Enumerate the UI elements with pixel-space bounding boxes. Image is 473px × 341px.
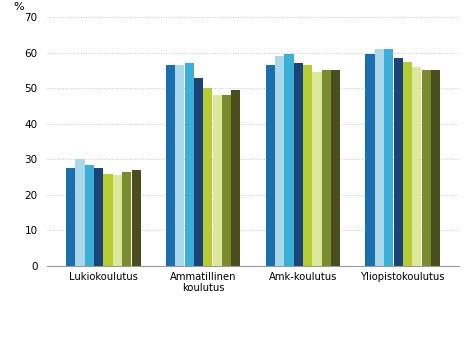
- Bar: [75, 159, 85, 266]
- Bar: [166, 65, 175, 266]
- Bar: [284, 54, 294, 266]
- Y-axis label: %: %: [13, 2, 24, 12]
- Bar: [194, 77, 203, 266]
- Bar: [212, 95, 222, 266]
- Bar: [113, 175, 122, 266]
- Bar: [184, 63, 194, 266]
- Bar: [266, 65, 275, 266]
- Bar: [331, 70, 340, 266]
- Bar: [104, 174, 113, 266]
- Bar: [384, 49, 394, 266]
- Bar: [294, 63, 303, 266]
- Bar: [175, 65, 184, 266]
- Bar: [122, 172, 131, 266]
- Bar: [222, 95, 231, 266]
- Bar: [412, 67, 421, 266]
- Bar: [66, 168, 75, 266]
- Bar: [85, 165, 94, 266]
- Bar: [421, 70, 431, 266]
- Bar: [322, 70, 331, 266]
- Bar: [312, 72, 322, 266]
- Bar: [394, 58, 403, 266]
- Bar: [375, 49, 384, 266]
- Bar: [431, 70, 440, 266]
- Bar: [94, 168, 103, 266]
- Bar: [131, 170, 140, 266]
- Bar: [231, 90, 240, 266]
- Bar: [403, 61, 412, 266]
- Bar: [366, 54, 375, 266]
- Bar: [203, 88, 212, 266]
- Bar: [303, 65, 312, 266]
- Bar: [275, 56, 284, 266]
